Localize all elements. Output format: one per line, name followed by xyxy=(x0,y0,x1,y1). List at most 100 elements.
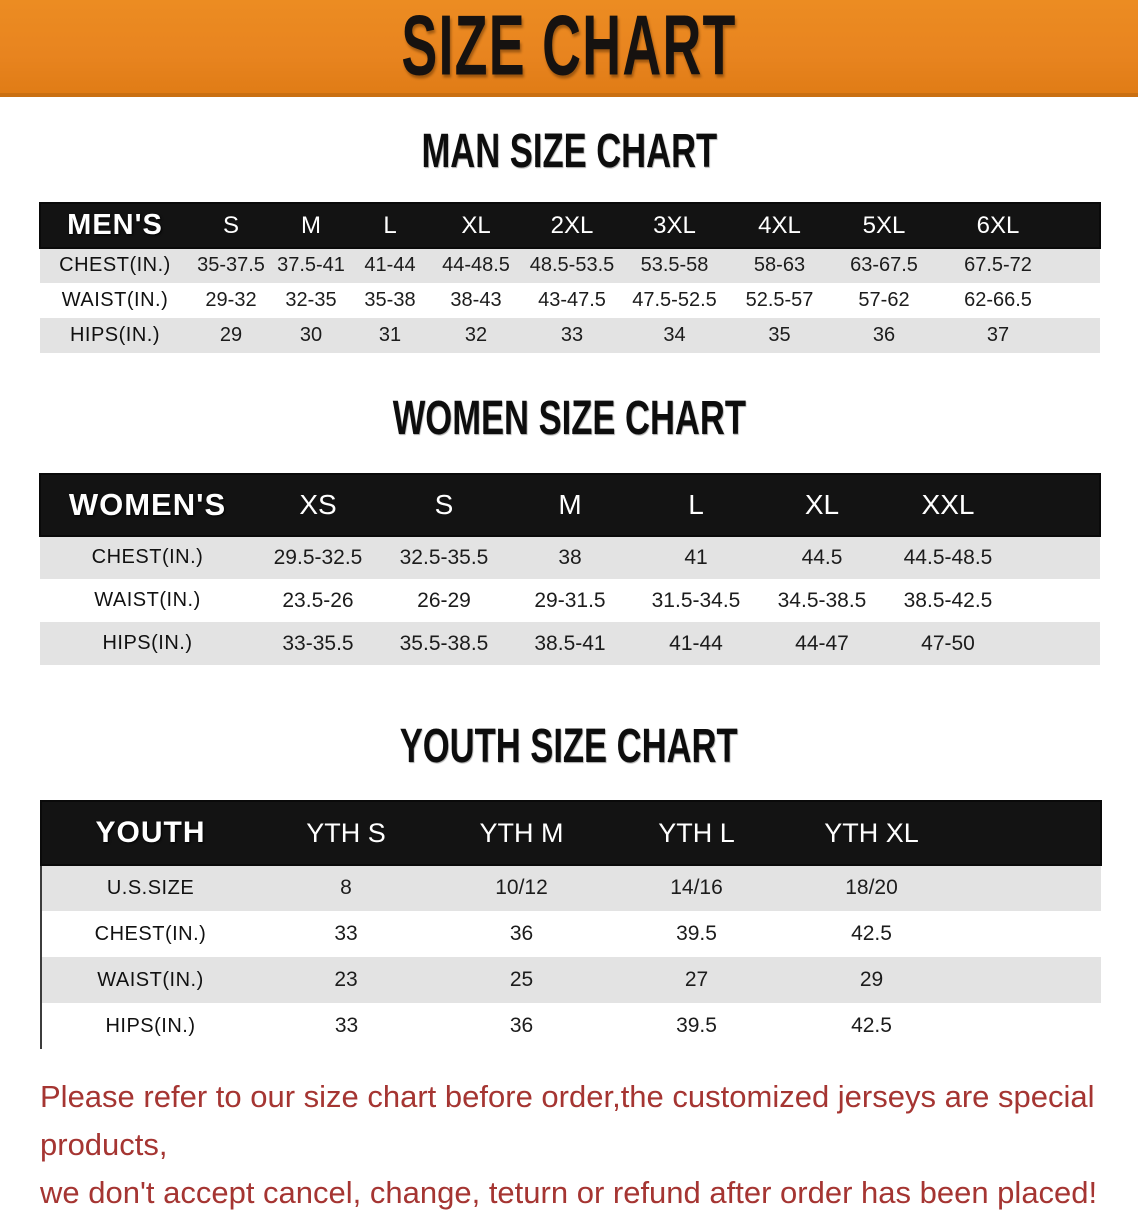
youth-size-table: YOUTH YTH S YTH M YTH L YTH XL U.S.SIZE 8 10/12… xyxy=(40,800,1102,1049)
size-value-cell: 44-47 xyxy=(795,631,849,655)
size-value-cell: 67.5-72 xyxy=(964,254,1032,276)
banner-title: SIZE CHART xyxy=(401,0,737,93)
table-row: WAIST(IN.) 23.5-26 26-29 29-31.5 31.5-34.5 34… xyxy=(40,579,1100,622)
row-label: HIPS(IN.) xyxy=(69,324,161,346)
youth-section-title: YOUTH SIZE CHART xyxy=(400,720,738,773)
column-header: 6XL xyxy=(976,211,1020,239)
size-value-cell: 44.5 xyxy=(801,545,843,569)
row-label: CHEST(IN.) xyxy=(94,922,207,945)
column-header: XXL xyxy=(921,489,975,520)
size-value-cell: 35.5-38.5 xyxy=(399,631,489,655)
column-header: L xyxy=(688,489,704,520)
size-value-cell: 29-31.5 xyxy=(534,588,606,612)
size-value-cell: 26-29 xyxy=(417,588,471,612)
table-row: CHEST(IN.) 33 36 39.5 42.5 xyxy=(41,911,1101,957)
header-row: YOUTH YTH S YTH M YTH L YTH XL xyxy=(40,800,1102,866)
table-row: WAIST(IN.) 23 25 27 29 xyxy=(41,957,1101,1003)
table-corner-label: MEN'S xyxy=(67,209,163,241)
size-value-cell: 41-44 xyxy=(669,631,723,655)
size-value-cell: 57-62 xyxy=(858,289,910,311)
size-value-cell: 23.5-26 xyxy=(282,588,354,612)
spacer-cell xyxy=(1060,248,1100,283)
row-label: CHEST(IN.) xyxy=(91,546,204,568)
size-value-cell: 27 xyxy=(684,968,709,991)
column-header: L xyxy=(383,211,397,239)
column-header: 5XL xyxy=(862,211,906,239)
size-value-cell: 36 xyxy=(509,1014,534,1037)
table-row: HIPS(IN.) 33-35.5 35.5-38.5 38.5-41 41-44 44-… xyxy=(40,622,1100,665)
size-value-cell: 10/12 xyxy=(495,876,548,899)
table-row: HIPS(IN.) 33 36 39.5 42.5 xyxy=(41,1003,1101,1049)
size-value-cell: 32.5-35.5 xyxy=(399,545,489,569)
size-value-cell: 39.5 xyxy=(676,1014,717,1037)
header-row: WOMEN'S XS S M L XL XXL xyxy=(39,473,1101,537)
row-label: CHEST(IN.) xyxy=(59,254,171,276)
size-value-cell: 41 xyxy=(684,545,708,569)
youth-size-chart-section: YOUTH SIZE CHART YOUTH YTH S YTH M YTH L YTH… xyxy=(0,719,1138,1049)
column-header: 3XL xyxy=(653,211,696,239)
size-value-cell: 8 xyxy=(340,876,352,899)
table-row: CHEST(IN.) 29.5-32.5 32.5-35.5 38 41 44.5 44.5… xyxy=(40,536,1100,579)
size-value-cell: 29.5-32.5 xyxy=(273,545,363,569)
size-value-cell: 29 xyxy=(219,324,243,346)
column-header: YTH L xyxy=(658,817,735,848)
size-value-cell: 33 xyxy=(560,324,584,346)
size-value-cell: 41-44 xyxy=(364,254,416,276)
size-value-cell: 37 xyxy=(986,324,1010,346)
spacer-cell xyxy=(959,911,1101,957)
column-header: S xyxy=(222,211,239,239)
size-value-cell: 44.5-48.5 xyxy=(903,545,993,569)
column-header: YTH S xyxy=(306,817,386,848)
column-header: XS xyxy=(299,489,337,520)
table-corner-label: WOMEN'S xyxy=(68,487,227,522)
table-row: WAIST(IN.) 29-32 32-35 35-38 38-43 43-47.5 47.… xyxy=(40,283,1100,318)
size-value-cell: 18/20 xyxy=(845,876,898,899)
size-value-cell: 36 xyxy=(872,324,896,346)
women-section-title: WOMEN SIZE CHART xyxy=(392,392,746,445)
size-value-cell: 35-37.5 xyxy=(197,254,265,276)
column-header: M xyxy=(558,489,582,520)
disclaimer-text: Please refer to our size chart before or… xyxy=(40,1073,1120,1217)
disclaimer-line-2: we don't accept cancel, change, teturn o… xyxy=(40,1175,1098,1210)
size-value-cell: 47-50 xyxy=(921,631,975,655)
disclaimer-line-1: Please refer to our size chart before or… xyxy=(40,1079,1095,1162)
spacer-cell xyxy=(959,865,1101,911)
size-value-cell: 31 xyxy=(378,324,402,346)
size-value-cell: 42.5 xyxy=(851,922,892,945)
row-label: HIPS(IN.) xyxy=(105,1014,196,1037)
size-value-cell: 33 xyxy=(334,1014,359,1037)
size-chart-banner: SIZE CHART xyxy=(0,0,1138,97)
spacer-cell xyxy=(1011,474,1100,536)
table-row: CHEST(IN.) 35-37.5 37.5-41 41-44 44-48.5 48.5… xyxy=(40,248,1100,283)
row-label: WAIST(IN.) xyxy=(97,968,204,991)
row-label: U.S.SIZE xyxy=(106,876,195,899)
column-header: YTH XL xyxy=(824,817,919,848)
size-value-cell: 62-66.5 xyxy=(964,289,1032,311)
size-value-cell: 38.5-42.5 xyxy=(903,588,993,612)
size-value-cell: 52.5-57 xyxy=(745,289,814,311)
size-value-cell: 32-35 xyxy=(285,289,337,311)
size-value-cell: 33-35.5 xyxy=(282,631,354,655)
size-value-cell: 33 xyxy=(334,922,358,945)
size-value-cell: 48.5-53.5 xyxy=(529,254,615,276)
size-value-cell: 29-32 xyxy=(205,289,257,311)
spacer-cell xyxy=(1060,318,1100,353)
spacer-cell xyxy=(1011,536,1100,579)
size-value-cell: 31.5-34.5 xyxy=(651,588,741,612)
spacer-cell xyxy=(1060,203,1100,248)
table-row: HIPS(IN.) 29 30 31 32 33 34 35 36 37 xyxy=(40,318,1100,353)
header-row: MEN'S S M L XL 2XL 3XL 4XL 5XL 6XL xyxy=(39,202,1101,249)
men-size-chart-section: MAN SIZE CHART MEN'S S M L XL 2XL 3XL 4XL 5XL 6XL… xyxy=(0,124,1138,353)
size-value-cell: 35 xyxy=(768,324,791,346)
column-header: S xyxy=(434,489,454,520)
row-label: WAIST(IN.) xyxy=(94,589,201,611)
column-header: 4XL xyxy=(758,211,801,239)
column-header: YTH M xyxy=(479,817,564,848)
table-row: U.S.SIZE 8 10/12 14/16 18/20 xyxy=(41,865,1101,911)
size-value-cell: 39.5 xyxy=(676,922,717,945)
spacer-cell xyxy=(1060,283,1100,318)
column-header: XL xyxy=(804,489,840,520)
size-value-cell: 23 xyxy=(334,968,358,991)
column-header: 2XL xyxy=(550,211,594,239)
size-value-cell: 35-38 xyxy=(364,289,416,311)
